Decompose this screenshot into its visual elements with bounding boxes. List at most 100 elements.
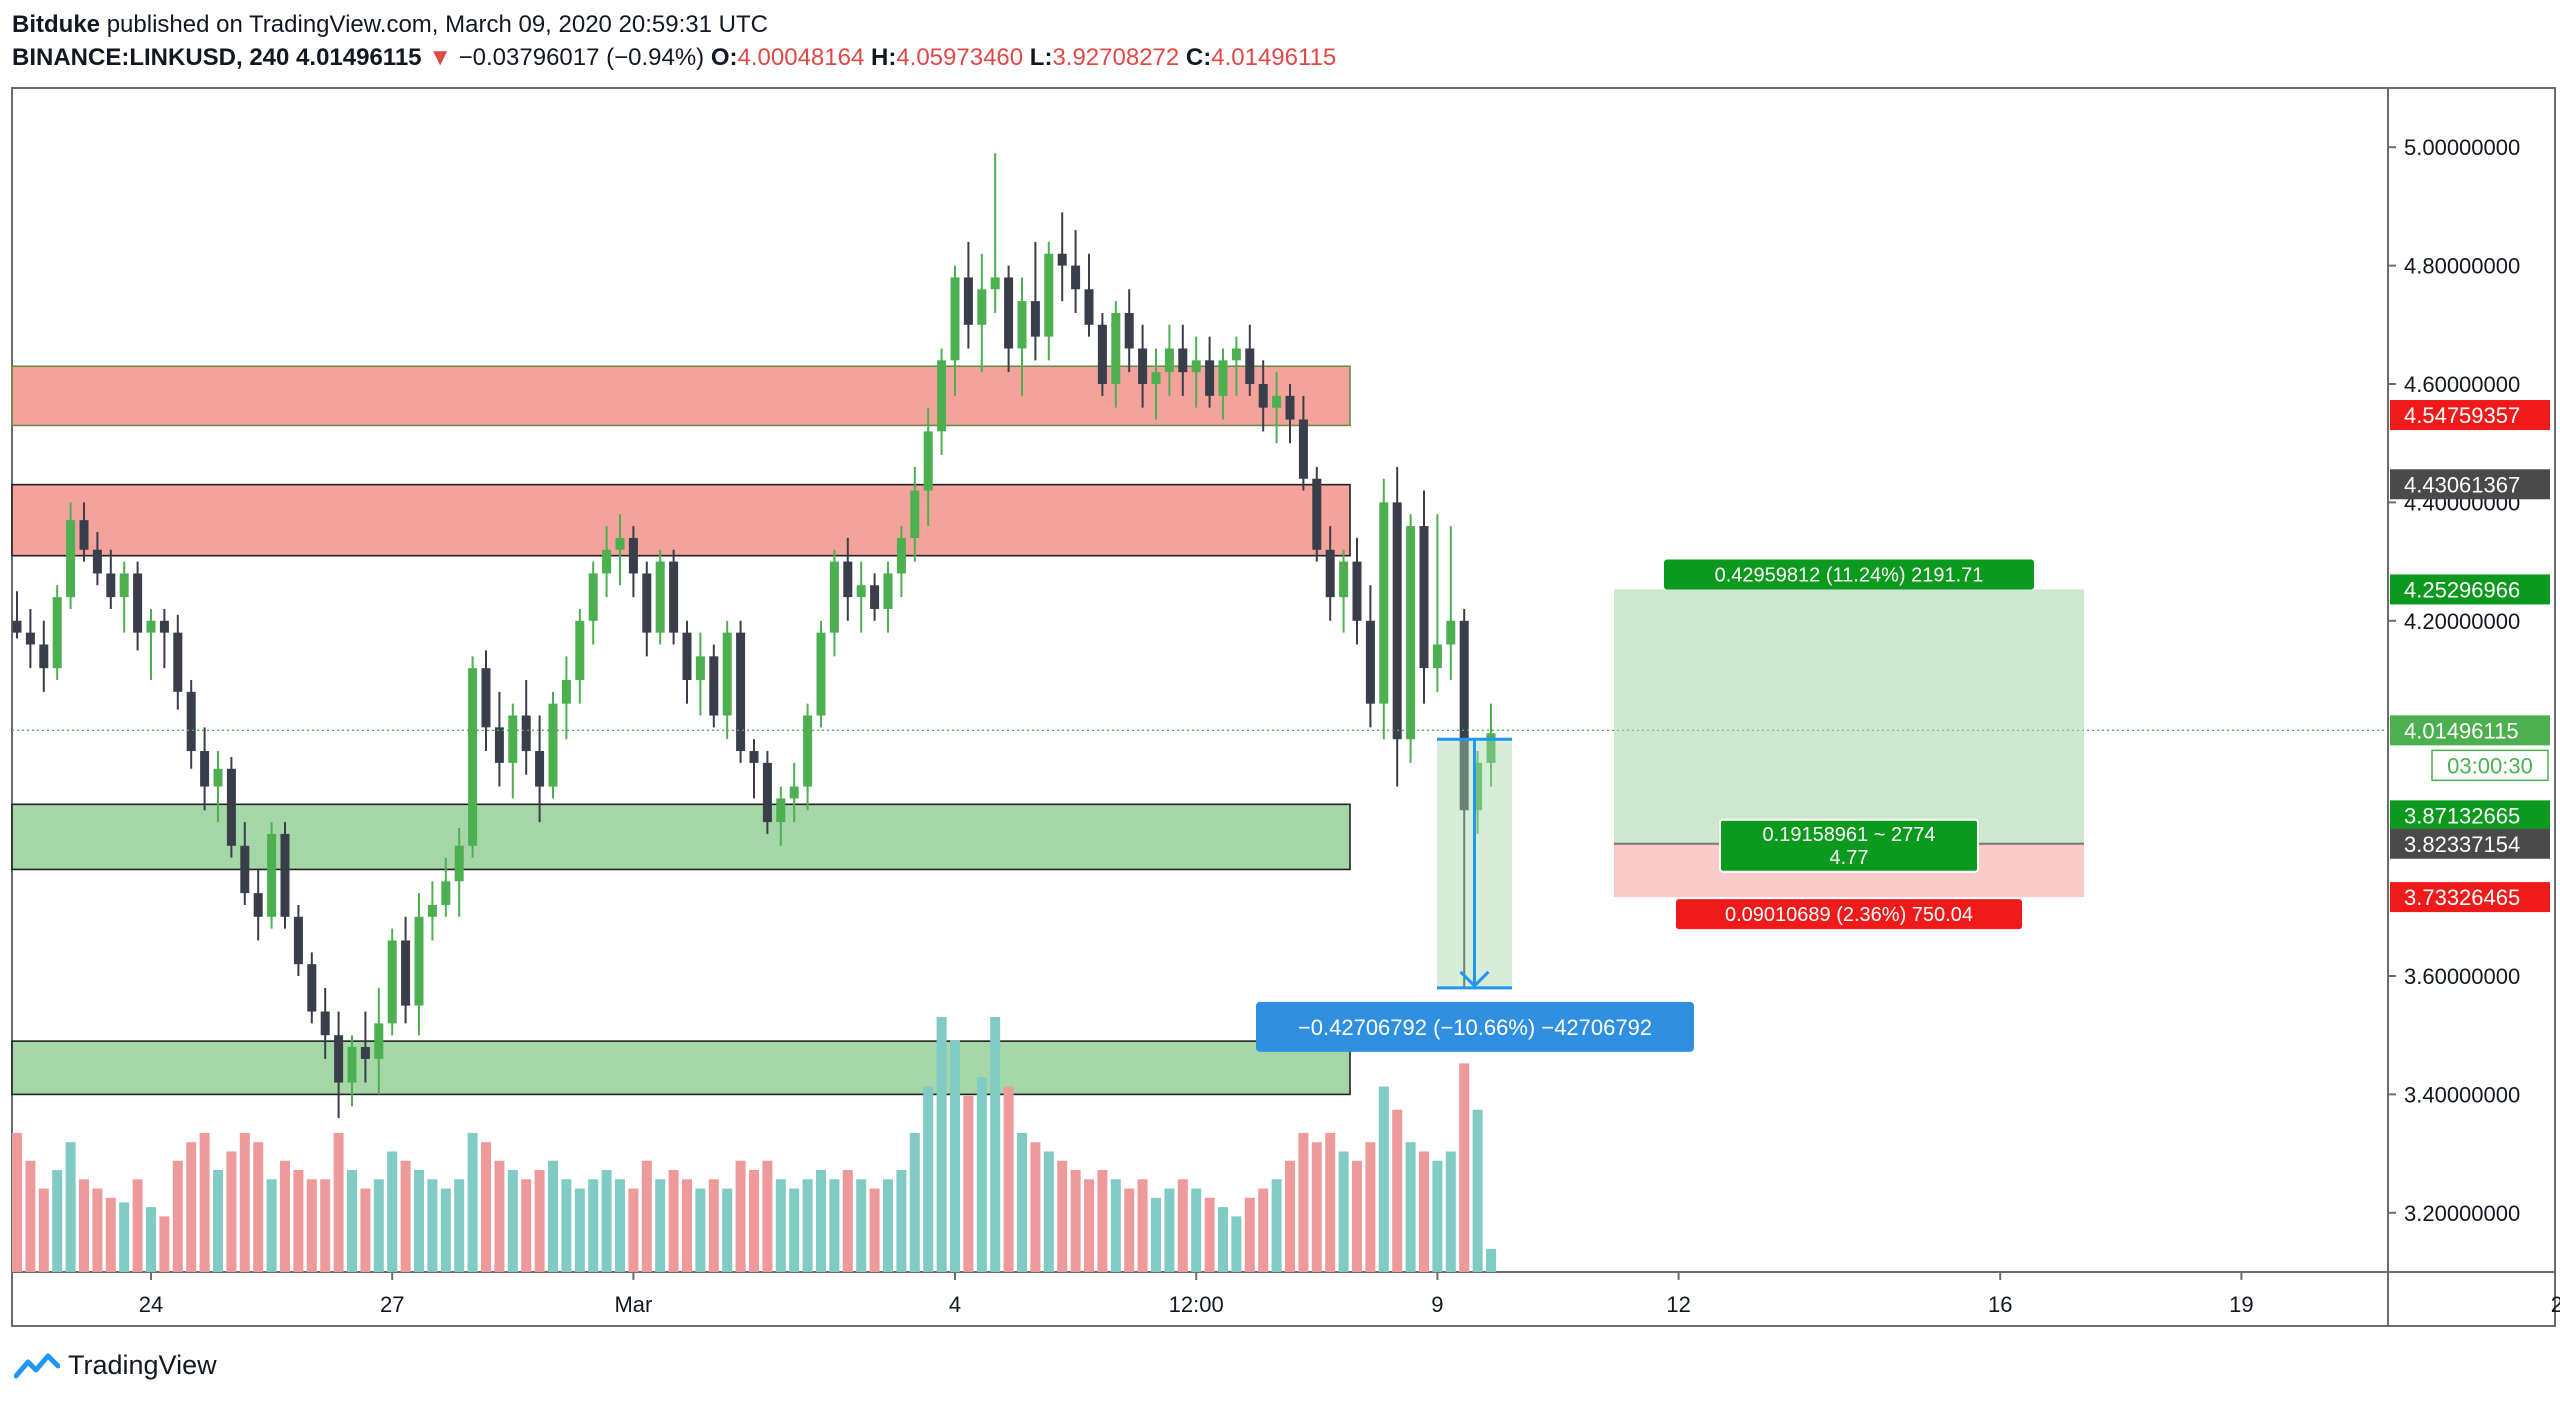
candle-body[interactable] [628,537,638,574]
candle-body[interactable] [1339,561,1349,598]
candle-body[interactable] [1164,348,1174,373]
candle-body[interactable] [1178,348,1188,373]
candle-body[interactable] [119,573,129,598]
candle-body[interactable] [12,620,22,633]
candle-body[interactable] [910,490,920,538]
candle-body[interactable] [468,668,478,846]
candle-body[interactable] [977,289,987,325]
candle-body[interactable] [561,680,571,704]
candle-body[interactable] [1432,644,1442,669]
candle-body[interactable] [749,751,759,763]
candle-body[interactable] [39,644,49,669]
candle-body[interactable] [133,573,143,633]
candle-body[interactable] [709,656,719,716]
candle-body[interactable] [642,573,652,633]
candle-body[interactable] [816,632,826,716]
candle-body[interactable] [508,715,518,763]
candle-body[interactable] [106,573,116,598]
candle-body[interactable] [401,940,411,1006]
candle-body[interactable] [307,964,317,1012]
candle-body[interactable] [481,668,491,728]
candle-body[interactable] [1406,526,1416,740]
candle-body[interactable] [454,845,464,882]
candle-body[interactable] [521,715,531,752]
author-name[interactable]: Bitduke [12,11,101,38]
candle-body[interactable] [1004,277,1014,349]
candle-body[interactable] [1245,348,1255,384]
candle-body[interactable] [575,620,585,680]
profit-zone[interactable] [1614,589,2084,844]
candle-body[interactable] [1017,301,1027,349]
candle-body[interactable] [1285,395,1295,420]
candle-body[interactable] [213,768,223,787]
candle-body[interactable] [52,597,62,669]
candle-body[interactable] [1446,620,1456,645]
candle-body[interactable] [146,620,156,633]
candle-body[interactable] [92,549,102,574]
candle-body[interactable] [883,573,893,609]
candle-body[interactable] [1272,395,1282,408]
candle-body[interactable] [1473,762,1483,811]
candle-body[interactable] [334,1035,344,1083]
support-zone-4[interactable] [11,1040,1351,1096]
candle-body[interactable] [240,845,250,894]
candle-body[interactable] [1298,419,1308,479]
candle-body[interactable] [387,940,397,1024]
candle-body[interactable] [669,561,679,633]
candle-body[interactable] [1044,253,1054,337]
candle-body[interactable] [548,703,558,787]
candle-body[interactable] [923,431,933,491]
candle-body[interactable] [1084,289,1094,325]
candle-body[interactable] [1191,360,1201,373]
candle-body[interactable] [1071,265,1081,290]
candle-body[interactable] [427,904,437,917]
candle-body[interactable] [950,277,960,361]
candle-body[interactable] [588,573,598,621]
candle-body[interactable] [1111,312,1121,384]
candle-body[interactable] [1459,620,1469,811]
candle-body[interactable] [494,727,504,763]
candle-body[interactable] [1231,348,1241,361]
candle-body[interactable] [1379,502,1389,704]
candle-body[interactable] [682,632,692,680]
candle-body[interactable] [736,632,746,752]
candle-body[interactable] [253,893,263,917]
candle-body[interactable] [173,632,183,692]
candle-body[interactable] [347,1047,357,1083]
candle-body[interactable] [856,585,866,598]
candle-body[interactable] [615,537,625,550]
candle-body[interactable] [762,762,772,823]
candle-body[interactable] [803,715,813,787]
candle-body[interactable] [1218,360,1228,396]
candle-body[interactable] [280,833,290,917]
candle-body[interactable] [320,1011,330,1036]
candle-body[interactable] [602,549,612,574]
tradingview-logo[interactable]: TradingView [14,1350,217,1381]
candle-body[interactable] [789,786,799,799]
candle-body[interactable] [374,1023,384,1059]
symbol-name[interactable]: BINANCE:LINKUSD, 240 [12,44,290,71]
resistance-zone-1[interactable] [11,365,1351,427]
candle-body[interactable] [441,881,451,905]
candle-body[interactable] [226,768,236,846]
candle-body[interactable] [843,561,853,598]
candle-body[interactable] [159,620,169,633]
candle-body[interactable] [776,798,786,823]
candle-body[interactable] [655,561,665,633]
candle-body[interactable] [186,691,196,752]
candle-body[interactable] [200,751,210,787]
candle-body[interactable] [1151,372,1161,384]
candle-body[interactable] [1057,253,1067,266]
candle-body[interactable] [1097,324,1107,384]
candle-body[interactable] [990,277,1000,290]
candle-body[interactable] [360,1047,370,1059]
candle-body[interactable] [1124,312,1134,349]
candle-body[interactable] [1325,549,1335,598]
candle-body[interactable] [1312,478,1322,550]
candle-body[interactable] [414,916,424,1006]
candle-body[interactable] [829,561,839,633]
candle-body[interactable] [1205,360,1215,396]
candle-body[interactable] [1258,384,1268,408]
candle-body[interactable] [267,833,277,917]
